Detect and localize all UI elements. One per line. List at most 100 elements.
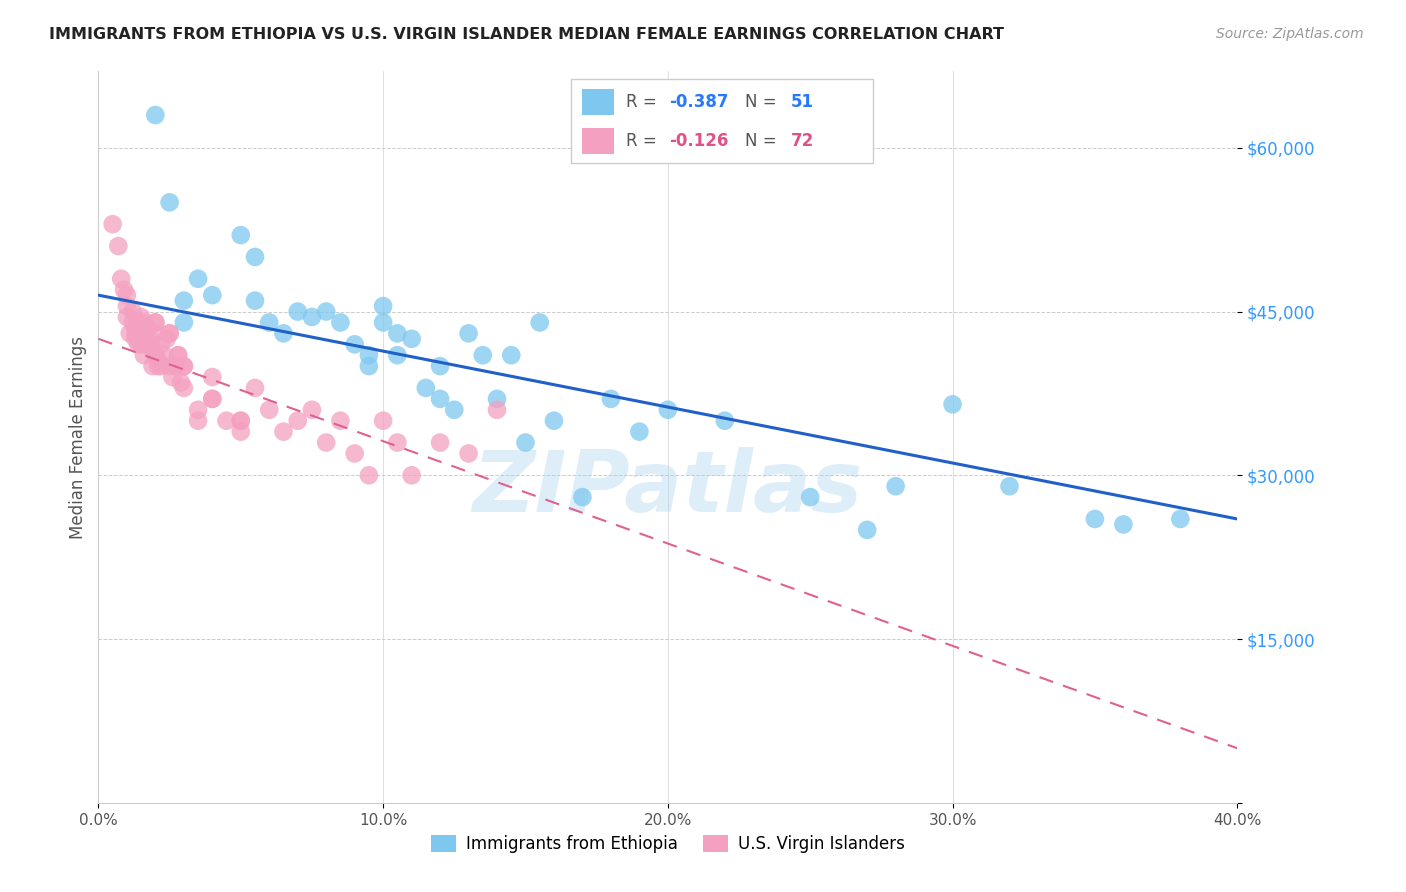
Point <box>135 321 157 335</box>
Point <box>121 315 143 329</box>
Text: Source: ZipAtlas.com: Source: ZipAtlas.com <box>1216 27 1364 41</box>
Point <box>657 402 679 417</box>
Point <box>159 326 181 341</box>
Point <box>132 348 155 362</box>
Point <box>287 414 309 428</box>
Point <box>315 304 337 318</box>
Point <box>187 402 209 417</box>
Text: ZIPatlas: ZIPatlas <box>472 447 863 530</box>
Point <box>315 435 337 450</box>
Point <box>357 359 380 373</box>
Point <box>135 337 157 351</box>
Point <box>357 468 380 483</box>
Point <box>132 315 155 329</box>
Point <box>357 348 380 362</box>
Point <box>628 425 651 439</box>
Point <box>148 359 170 373</box>
Point <box>387 435 409 450</box>
Point <box>471 348 494 362</box>
Point <box>387 348 409 362</box>
Point <box>159 326 181 341</box>
Text: -0.387: -0.387 <box>669 93 728 112</box>
Point <box>124 326 146 341</box>
FancyBboxPatch shape <box>571 78 873 163</box>
Text: IMMIGRANTS FROM ETHIOPIA VS U.S. VIRGIN ISLANDER MEDIAN FEMALE EARNINGS CORRELAT: IMMIGRANTS FROM ETHIOPIA VS U.S. VIRGIN … <box>49 27 1004 42</box>
Point <box>138 337 160 351</box>
Point <box>115 299 138 313</box>
Point <box>150 359 173 373</box>
Point <box>150 337 173 351</box>
Point <box>153 348 176 362</box>
Text: R =: R = <box>626 132 662 150</box>
Point <box>243 293 266 308</box>
Point <box>259 315 281 329</box>
Point <box>132 326 155 341</box>
Point <box>141 343 163 357</box>
Point <box>173 315 195 329</box>
Point <box>329 414 352 428</box>
Point <box>457 446 479 460</box>
Point <box>145 315 167 329</box>
Point <box>301 310 323 324</box>
Point <box>998 479 1021 493</box>
Point <box>101 217 124 231</box>
Point <box>1084 512 1107 526</box>
Point <box>714 414 737 428</box>
Point <box>329 315 352 329</box>
Point <box>273 425 295 439</box>
Point <box>515 435 537 450</box>
Point <box>201 370 224 384</box>
Point <box>600 392 623 406</box>
Point <box>373 414 395 428</box>
Point <box>110 272 132 286</box>
Point <box>148 353 170 368</box>
Point <box>401 332 423 346</box>
Point <box>486 392 509 406</box>
Point <box>243 250 266 264</box>
Point <box>486 402 509 417</box>
Point <box>173 359 195 373</box>
Legend: Immigrants from Ethiopia, U.S. Virgin Islanders: Immigrants from Ethiopia, U.S. Virgin Is… <box>432 835 904 853</box>
Point <box>229 414 252 428</box>
Text: N =: N = <box>745 132 782 150</box>
Point <box>129 321 152 335</box>
Point <box>201 288 224 302</box>
Point <box>301 402 323 417</box>
Point <box>243 381 266 395</box>
Point <box>343 337 366 351</box>
Text: -0.126: -0.126 <box>669 132 728 150</box>
Point <box>159 195 181 210</box>
Point <box>415 381 437 395</box>
Point <box>229 425 252 439</box>
Point <box>121 304 143 318</box>
Bar <box>582 128 614 154</box>
Point <box>201 392 224 406</box>
Point <box>145 315 167 329</box>
Point <box>173 293 195 308</box>
Point <box>1170 512 1192 526</box>
Point <box>429 435 451 450</box>
Point <box>401 468 423 483</box>
Point <box>571 490 593 504</box>
Point <box>124 321 146 335</box>
Text: R =: R = <box>626 93 662 112</box>
Point <box>127 326 149 341</box>
Y-axis label: Median Female Earnings: Median Female Earnings <box>69 335 87 539</box>
Point <box>273 326 295 341</box>
Point <box>145 326 167 341</box>
Point <box>145 108 167 122</box>
Point <box>201 392 224 406</box>
Point <box>373 299 395 313</box>
Point <box>259 402 281 417</box>
Point <box>107 239 129 253</box>
Point <box>156 332 179 346</box>
Point <box>373 315 395 329</box>
Point <box>942 397 965 411</box>
Text: 72: 72 <box>790 132 814 150</box>
Point <box>167 348 190 362</box>
Point <box>856 523 879 537</box>
Text: N =: N = <box>745 93 782 112</box>
Point <box>115 288 138 302</box>
Point <box>129 337 152 351</box>
Point <box>799 490 821 504</box>
